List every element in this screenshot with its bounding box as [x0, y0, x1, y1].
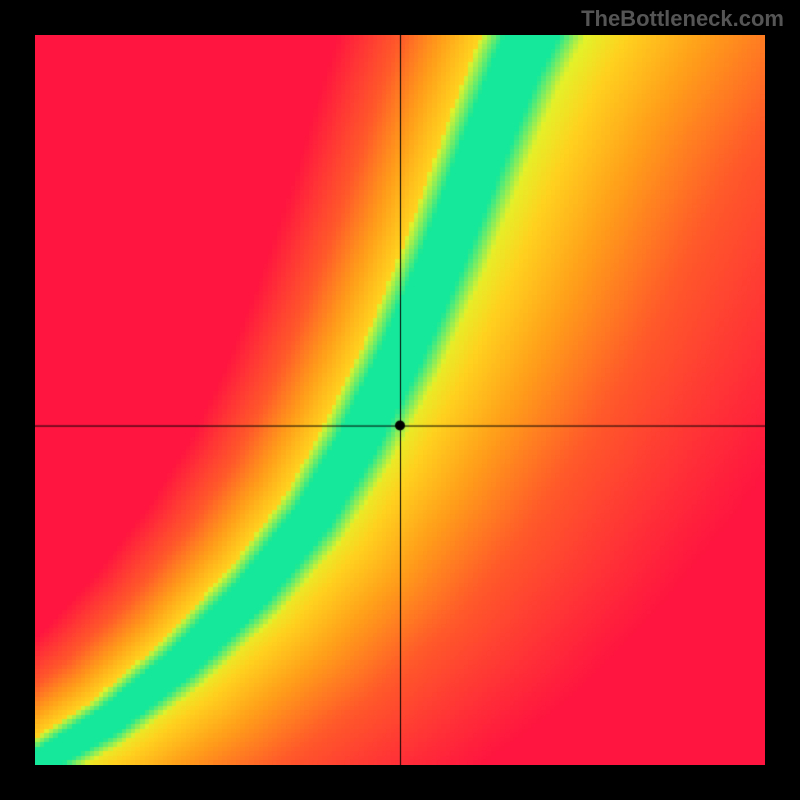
bottleneck-heatmap: [35, 35, 765, 765]
source-watermark: TheBottleneck.com: [581, 6, 784, 32]
